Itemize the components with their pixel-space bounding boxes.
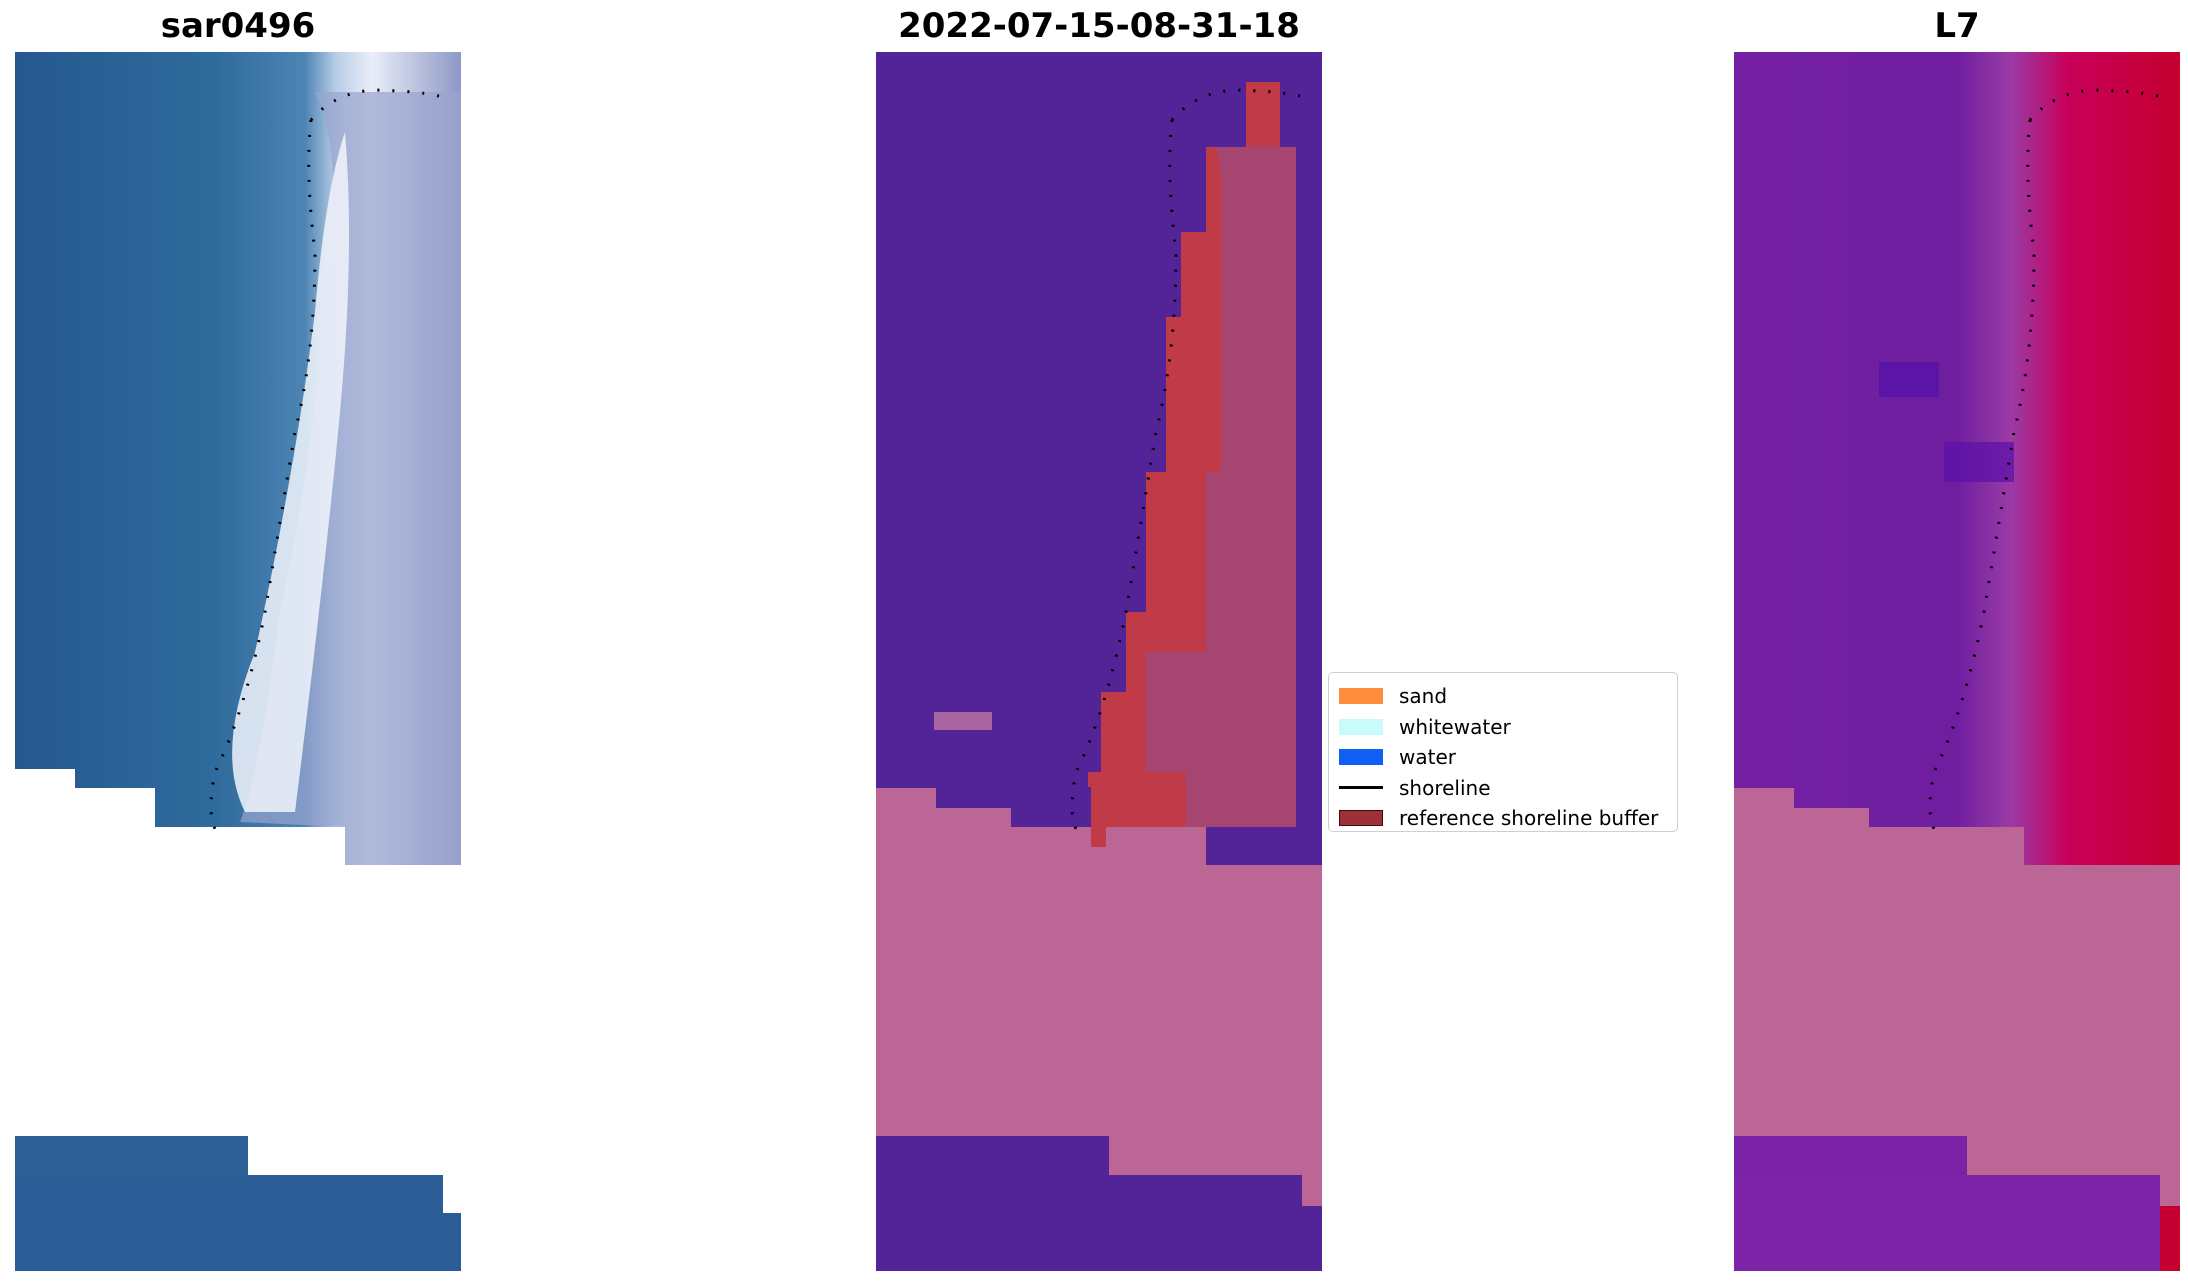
- legend-item-water: water: [1339, 742, 1677, 773]
- index-image: [1734, 52, 2180, 1271]
- whitewater-swatch: [1339, 718, 1383, 735]
- classified-image: [876, 52, 1322, 1271]
- reference-buffer-swatch: [1339, 810, 1383, 827]
- legend-item-shoreline: shoreline: [1339, 773, 1677, 804]
- legend-item-sand: sand: [1339, 681, 1677, 712]
- shoreline-line-icon: [1339, 786, 1383, 790]
- legend-label-sand: sand: [1399, 684, 1448, 709]
- legend-item-whitewater: whitewater: [1339, 712, 1677, 743]
- legend-label-whitewater: whitewater: [1399, 714, 1511, 739]
- legend-label-water: water: [1399, 745, 1456, 770]
- classified-image-panel: [876, 52, 1322, 1271]
- rgb-image: [15, 52, 461, 1271]
- panel-title-rgb: sar0496: [160, 6, 316, 46]
- panel-title-index: L7: [1934, 6, 1980, 46]
- panel-title-classified: 2022-07-15-08-31-18: [898, 6, 1300, 46]
- rgb-image-panel: [15, 52, 461, 1271]
- legend-label-shoreline: shoreline: [1399, 775, 1491, 800]
- map-legend: sand whitewater water shoreline referenc…: [1328, 672, 1678, 832]
- index-image-panel: [1734, 52, 2180, 1271]
- legend-item-reference-buffer: reference shoreline buffer: [1339, 803, 1677, 834]
- legend-label-reference-buffer: reference shoreline buffer: [1399, 806, 1659, 831]
- water-swatch: [1339, 749, 1383, 766]
- sand-swatch: [1339, 688, 1383, 705]
